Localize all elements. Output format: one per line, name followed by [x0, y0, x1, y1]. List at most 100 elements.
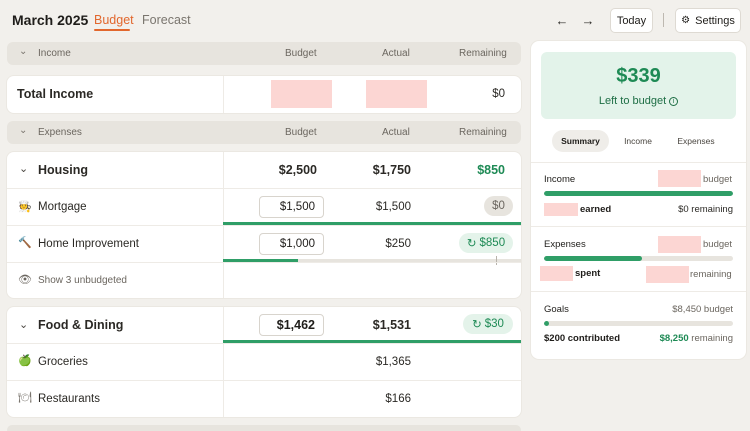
progress-tick: [496, 256, 497, 265]
remaining-value: $850: [479, 237, 506, 249]
column-divider: [223, 76, 224, 113]
food-dining-actual: $1,531: [372, 318, 411, 332]
settings-button-label: Settings: [695, 14, 735, 27]
goals-remaining-suffix: remaining: [691, 333, 733, 344]
summary-tab-expenses[interactable]: Expenses: [677, 136, 715, 146]
housing-group-name: Housing: [38, 163, 88, 177]
income-section-header[interactable]: ⌄ Income Budget Actual Remaining: [7, 42, 521, 65]
food-dining-group-card: ⌄ Food & Dining $1,462 $1,531 ↻ $30 🍏 Gr…: [7, 307, 521, 417]
page-title: March 2025: [12, 12, 89, 28]
income-progress-bar: [544, 191, 733, 196]
plate-icon: 🍽: [18, 392, 32, 404]
column-header-budget: Budget: [285, 48, 317, 59]
person-icon: 🧑‍🍳: [18, 201, 32, 213]
food-dining-group-name: Food & Dining: [38, 318, 124, 332]
info-icon[interactable]: i: [669, 97, 679, 106]
category-actual: $1,500: [375, 201, 411, 213]
expenses-remaining-suffix: remaining: [690, 269, 732, 280]
budget-input[interactable]: $1,000: [259, 233, 324, 255]
category-label: Groceries: [38, 356, 88, 368]
hammer-icon: 🔨: [18, 237, 32, 249]
summary-panel: $339 Left to budget i Summary Income Expe…: [531, 41, 746, 359]
apple-icon: 🍏: [18, 355, 32, 367]
column-header-budget: Budget: [285, 127, 317, 138]
summary-expenses-label: Expenses: [544, 239, 586, 250]
income-earned-suffix: earned: [580, 204, 612, 215]
goals-remaining: $8,250 remaining: [660, 333, 733, 344]
income-progress-fill: [544, 191, 733, 196]
active-tab-indicator: [94, 29, 130, 31]
next-section-header-partial: [7, 425, 521, 431]
total-income-actual-redacted: [366, 80, 427, 108]
tab-budget[interactable]: Budget: [94, 13, 134, 27]
show-unbudgeted-row[interactable]: 👁 Show 3 unbudgeted: [7, 263, 521, 298]
income-budget-suffix: budget: [703, 174, 733, 185]
summary-income-label: Income: [544, 174, 576, 185]
income-remaining: $0 remaining: [678, 204, 733, 215]
toolbar-divider: [663, 13, 664, 27]
expenses-progress-fill: [544, 256, 643, 261]
today-button-label: Today: [616, 14, 647, 27]
category-row-restaurants[interactable]: 🍽 Restaurants $166: [7, 381, 521, 417]
remaining-badge: $0: [484, 196, 513, 216]
arrow-right-icon[interactable]: →: [581, 13, 595, 28]
row-divider: [7, 188, 521, 189]
category-row-groceries[interactable]: 🍏 Groceries $1,365: [7, 344, 521, 380]
budget-input[interactable]: $1,462: [259, 314, 324, 336]
tab-forecast[interactable]: Forecast: [142, 13, 191, 27]
goals-budget: $8,450 budget: [672, 304, 733, 315]
remaining-value: $30: [484, 318, 504, 330]
column-header-actual: Actual: [382, 127, 410, 138]
income-budget-redacted: [658, 170, 701, 187]
housing-actual: $1,750: [372, 163, 411, 177]
progress-fill: [223, 340, 521, 343]
category-row-mortgage[interactable]: 🧑‍🍳 Mortgage $1,500 $1,500 $0: [7, 189, 521, 225]
expenses-section-header[interactable]: ⌄ Expenses Budget Actual Remaining: [7, 121, 521, 144]
expenses-spent-redacted: [540, 266, 573, 281]
panel-divider: [531, 162, 746, 163]
goals-remaining-amount: $8,250: [659, 333, 689, 344]
total-income-budget-redacted: [271, 80, 332, 108]
rollover-icon: ↻: [472, 319, 482, 331]
summary-tab-income[interactable]: Income: [624, 136, 652, 146]
chevron-down-icon[interactable]: ⌄: [19, 163, 29, 175]
food-dining-group-row[interactable]: ⌄ Food & Dining $1,462 $1,531 ↻ $30: [7, 307, 521, 343]
panel-divider: [531, 226, 746, 227]
total-income-remaining: $0: [492, 88, 505, 100]
expenses-spent-suffix: spent: [575, 268, 601, 279]
arrow-left-icon[interactable]: ←: [555, 13, 569, 28]
left-to-budget-text: Left to budget: [598, 95, 667, 107]
row-divider: [7, 225, 521, 226]
chevron-down-icon[interactable]: ⌄: [19, 319, 29, 331]
rollover-icon: ↻: [466, 238, 477, 250]
housing-group-card: ⌄ Housing $2,500 $1,750 $850 🧑‍🍳 Mortgag…: [7, 152, 521, 298]
today-button[interactable]: Today: [610, 8, 653, 33]
summary-tab-summary[interactable]: Summary: [552, 130, 609, 152]
column-header-remaining: Remaining: [459, 127, 507, 138]
column-header-actual: Actual: [382, 48, 410, 59]
housing-budget: $2,500: [278, 163, 317, 177]
gear-icon: ⚙: [681, 15, 691, 26]
goals-progress-fill: [544, 321, 549, 326]
chevron-down-icon[interactable]: ⌄: [19, 46, 28, 57]
category-row-home-improvement[interactable]: 🔨 Home Improvement $1,000 $250 ↻ $850: [7, 226, 521, 265]
row-divider: [7, 380, 521, 381]
progress-bar: [223, 222, 521, 225]
show-unbudgeted-label[interactable]: Show 3 unbudgeted: [38, 275, 127, 286]
left-to-budget-label: Left to budget i: [541, 95, 736, 107]
goals-contributed: $200 contributed: [544, 333, 621, 344]
housing-group-row[interactable]: ⌄ Housing $2,500 $1,750 $850: [7, 152, 521, 188]
category-actual: $166: [385, 393, 411, 405]
top-bar: March 2025 Budget Forecast ← → Today ⚙ S…: [0, 0, 750, 40]
progress-fill: [223, 222, 521, 225]
category-label: Restaurants: [38, 393, 101, 405]
left-to-budget-amount: $339: [616, 65, 661, 87]
progress-bar: [223, 340, 521, 343]
progress-fill: [223, 259, 298, 262]
column-divider: [223, 307, 224, 417]
settings-button[interactable]: ⚙ Settings: [675, 8, 741, 33]
chevron-down-icon[interactable]: ⌄: [19, 125, 28, 136]
row-divider: [7, 343, 521, 344]
remaining-badge: ↻ $30: [463, 314, 513, 334]
budget-input[interactable]: $1,500: [259, 196, 324, 218]
